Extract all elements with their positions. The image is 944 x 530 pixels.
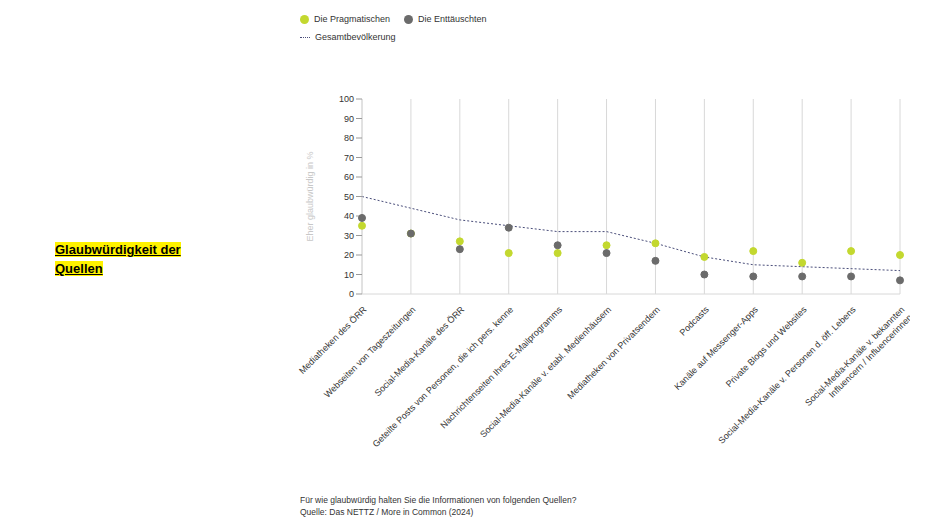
svg-text:90: 90 (344, 114, 354, 124)
html-text:Die Enttäuschten: Die Enttäuschten (418, 14, 487, 24)
svg-text:20: 20 (344, 250, 354, 260)
svg-text:Social-Media-Kanäle v. etabl.: Social-Media-Kanäle v. etabl. Medienhäus… (478, 304, 614, 440)
svg-text:Mediatheken von Privatsendern: Mediatheken von Privatsendern (565, 304, 662, 401)
svg-text:70: 70 (344, 153, 354, 163)
svg-text:Social-Media-Kanäle v. bekannt: Social-Media-Kanäle v. bekanntenInfluenc… (803, 304, 910, 415)
html-text:Quelle: Das NETTZ / More in Co: Quelle: Das NETTZ / More in Common (2024… (300, 507, 474, 517)
svg-text:Nachrichtenseiten Ihres E-Mail: Nachrichtenseiten Ihres E-Mailprogramms (438, 304, 565, 431)
svg-text:Geteilte Posts von Personen, d: Geteilte Posts von Personen, die ich per… (370, 304, 516, 450)
html-text:Glaubwürdigkeit der Quellen: Glaubwürdigkeit der Quellen (55, 242, 181, 276)
svg-text:Mediatheken des ÖRR: Mediatheken des ÖRR (297, 304, 369, 376)
html-text:Für wie glaubwürdig halten Sie: Für wie glaubwürdig halten Sie die Infor… (300, 495, 577, 505)
svg-text:100: 100 (339, 94, 354, 104)
svg-text:Eher glaubwürdig in %: Eher glaubwürdig in % (305, 151, 315, 241)
svg-text:Webseiten von Tageszeitungen: Webseiten von Tageszeitungen (322, 304, 417, 399)
svg-text:10: 10 (344, 270, 354, 280)
html-text:Gesamtbevölkerung: Gesamtbevölkerung (315, 32, 396, 42)
svg-text:Private Blogs und Websites: Private Blogs und Websites (724, 304, 809, 389)
html-text:Die Pragmatischen: Die Pragmatischen (314, 14, 390, 24)
svg-text:50: 50 (344, 192, 354, 202)
svg-text:Social-Media-Kanäle v. Persone: Social-Media-Kanäle v. Personen d. öff. … (716, 304, 858, 446)
svg-text:80: 80 (344, 133, 354, 143)
svg-text:60: 60 (344, 172, 354, 182)
svg-text:0: 0 (349, 289, 354, 299)
svg-text:Podcasts: Podcasts (678, 304, 712, 338)
svg-text:Kanäle auf Messenger-Apps: Kanäle auf Messenger-Apps (672, 304, 760, 392)
svg-text:Social-Media-Kanäle des ÖRR: Social-Media-Kanäle des ÖRR (373, 304, 467, 398)
svg-text:30: 30 (344, 231, 354, 241)
svg-text:40: 40 (344, 211, 354, 221)
